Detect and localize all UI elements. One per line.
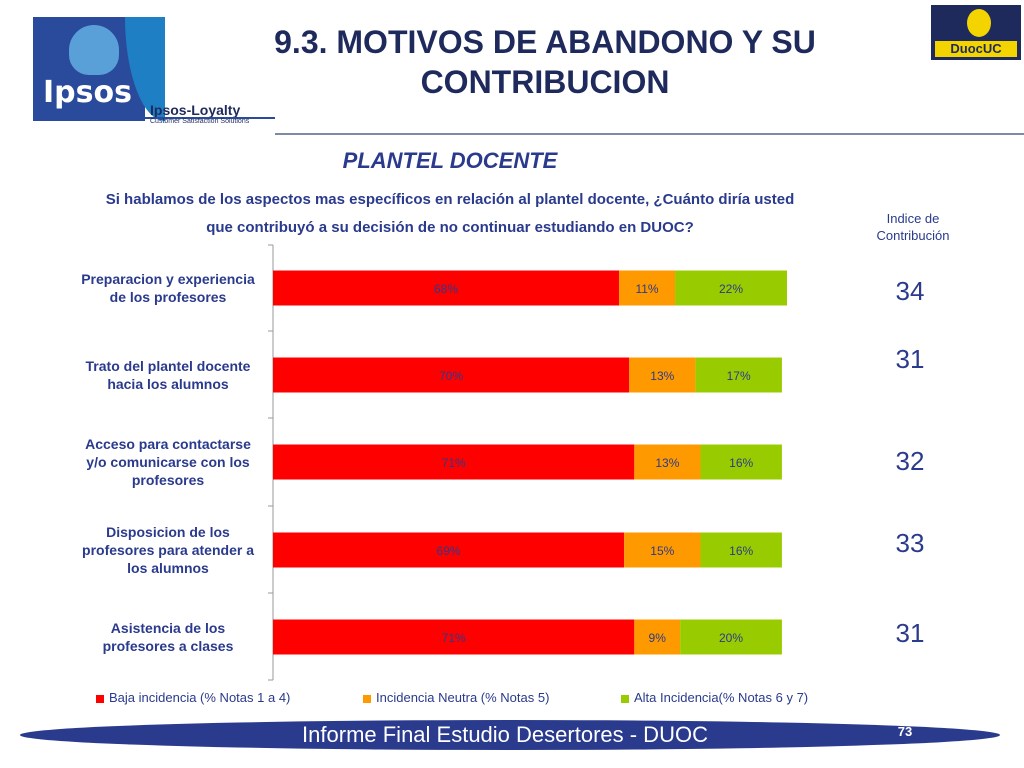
data-label: 13% bbox=[655, 456, 679, 470]
bar-segment bbox=[624, 532, 701, 568]
header-divider bbox=[275, 133, 1024, 135]
bar-segment bbox=[700, 444, 782, 480]
ipsos-logo-text: Ipsos bbox=[43, 75, 132, 110]
bar-segment bbox=[273, 357, 630, 393]
data-label: 20% bbox=[719, 631, 743, 645]
indice-value: 31 bbox=[895, 618, 925, 648]
legend-item-baja: Baja incidencia (% Notas 1 a 4) bbox=[96, 690, 290, 705]
data-label: 71% bbox=[442, 631, 466, 645]
data-label: 69% bbox=[437, 544, 461, 558]
legend-swatch-neutra bbox=[363, 694, 371, 703]
data-label: 11% bbox=[635, 282, 658, 296]
legend-label-alta: Alta Incidencia(% Notas 6 y 7) bbox=[634, 690, 809, 705]
indice-value: 31 bbox=[895, 344, 925, 374]
ipsos-logo: Ipsos bbox=[33, 17, 165, 121]
category-label: Trato del plantel docente hacia los alumn… bbox=[85, 358, 251, 392]
bar-segment bbox=[273, 270, 620, 306]
data-label: 22% bbox=[719, 282, 743, 296]
indice-value: 33 bbox=[895, 528, 925, 558]
category-label: Preparacion y experiencia de los profesor… bbox=[81, 271, 255, 305]
survey-question: Si hablamos de los aspectos mas específi… bbox=[40, 186, 860, 242]
data-label: 71% bbox=[442, 456, 466, 470]
page-number: 73 bbox=[897, 724, 913, 739]
footer-text: Informe Final Estudio Desertores - DUOC bbox=[302, 722, 708, 747]
data-label: 16% bbox=[729, 456, 753, 470]
data-label: 70% bbox=[439, 369, 463, 383]
bar-segment bbox=[273, 444, 635, 480]
question-line-2: que contribuyó a su decisión de no conti… bbox=[206, 219, 694, 236]
duoc-seal-icon bbox=[967, 9, 991, 37]
duoc-logo: DuocUC bbox=[931, 5, 1021, 60]
bar-segment bbox=[273, 619, 635, 655]
category-label: Asistencia de los profesores a clases bbox=[102, 620, 234, 654]
indice-header: Indice de Contribución bbox=[876, 211, 950, 243]
ipsos-loyalty-tagline: Customer Satisfaction Solutions bbox=[150, 118, 250, 125]
legend-label-baja: Baja incidencia (% Notas 1 a 4) bbox=[109, 690, 291, 705]
legend-swatch-alta bbox=[621, 694, 629, 703]
category-label: Acceso para contactarse y/o comunicarse c… bbox=[85, 436, 251, 488]
bar-segment bbox=[680, 619, 782, 655]
legend-label-neutra: Incidencia Neutra (% Notas 5) bbox=[376, 690, 550, 705]
title-line-2: CONTRIBUCION bbox=[420, 64, 670, 100]
loyalty-underline bbox=[145, 117, 275, 119]
bar-segment bbox=[675, 270, 787, 306]
legend-item-alta: Alta Incidencia(% Notas 6 y 7) bbox=[621, 690, 808, 705]
data-label: 16% bbox=[729, 544, 753, 558]
category-label: Disposicion de los profesores para atende… bbox=[82, 524, 254, 576]
indice-value: 32 bbox=[895, 446, 925, 476]
logo-head-icon bbox=[69, 25, 119, 75]
ipsos-loyalty-text: Ipsos-Loyalty bbox=[150, 102, 241, 118]
legend-item-neutra: Incidencia Neutra (% Notas 5) bbox=[363, 690, 549, 705]
duoc-logo-text: DuocUC bbox=[935, 41, 1017, 57]
bar-segment bbox=[273, 532, 625, 568]
page-title: 9.3. MOTIVOS DE ABANDONO Y SU CONTRIBUCI… bbox=[230, 22, 860, 102]
bar-segment bbox=[700, 532, 782, 568]
bar-segment bbox=[629, 357, 696, 393]
data-label: 13% bbox=[650, 369, 674, 383]
legend-swatch-baja bbox=[96, 694, 104, 703]
data-label: 17% bbox=[727, 369, 751, 383]
bar-segment bbox=[634, 444, 701, 480]
bar-segment bbox=[695, 357, 782, 393]
question-line-1: Si hablamos de los aspectos mas específi… bbox=[105, 191, 795, 208]
data-label: 15% bbox=[650, 544, 674, 558]
bar-segment bbox=[619, 270, 676, 306]
bar-segment bbox=[634, 619, 681, 655]
footer-bar bbox=[20, 720, 1000, 750]
section-subtitle: PLANTEL DOCENTE bbox=[342, 148, 558, 173]
title-line-1: 9.3. MOTIVOS DE ABANDONO Y SU bbox=[274, 24, 816, 60]
indice-value: 34 bbox=[895, 276, 925, 306]
data-label: 9% bbox=[649, 631, 667, 645]
data-label: 68% bbox=[434, 282, 458, 296]
